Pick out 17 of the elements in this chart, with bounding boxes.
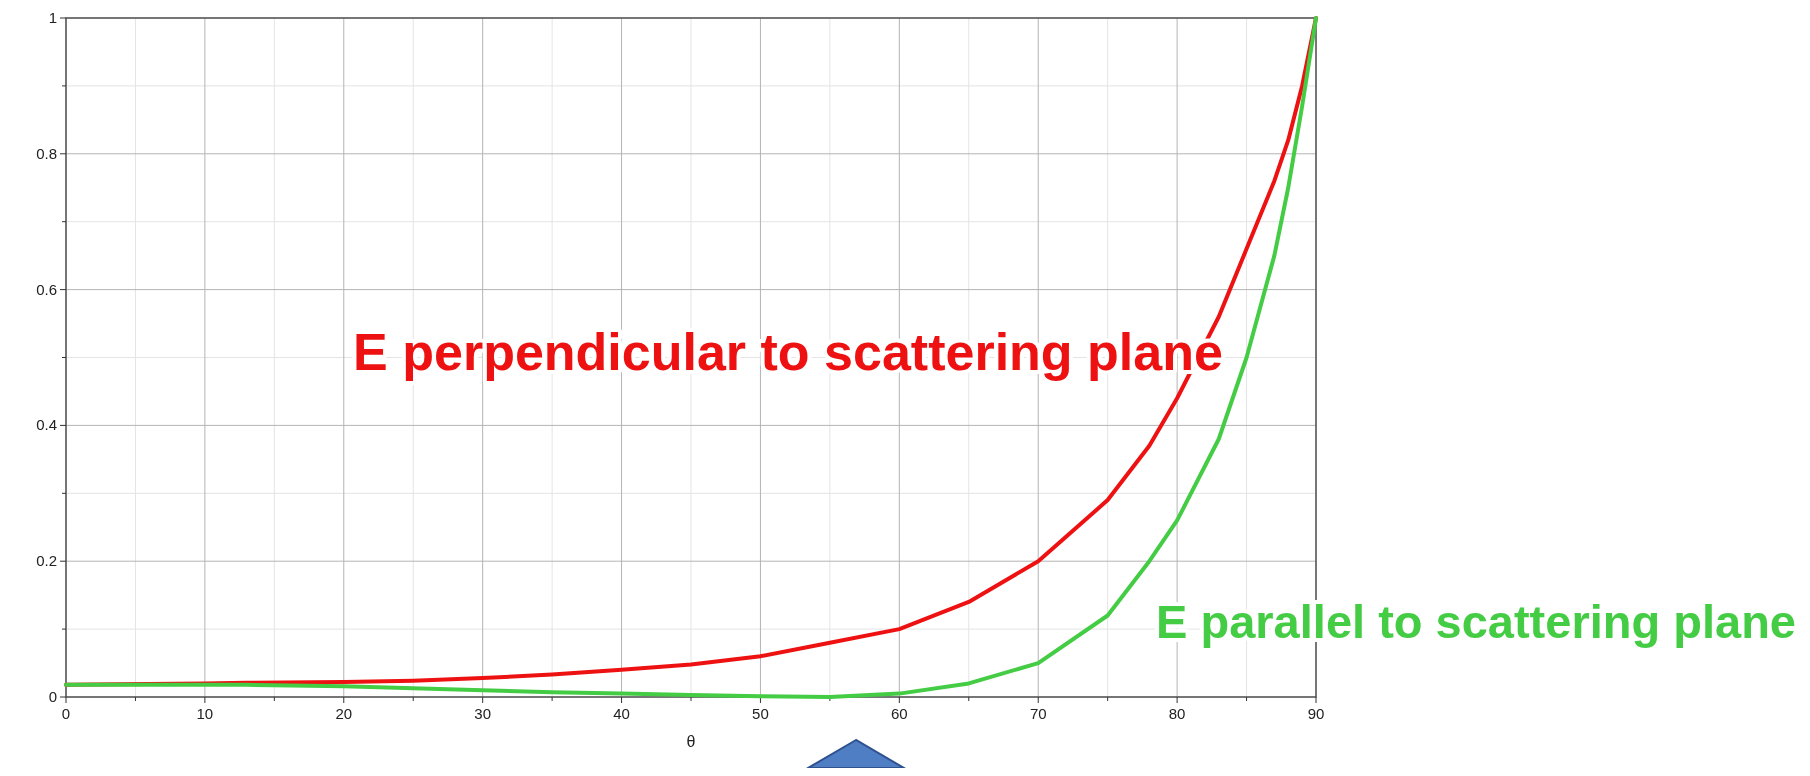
x-tick-label: 70 (1029, 705, 1047, 722)
x-tick-label: 50 (752, 705, 769, 722)
y-tick-label: 0.8 (36, 144, 57, 162)
x-tick-label: 80 (1168, 705, 1186, 722)
x-tick-label: 20 (335, 705, 353, 722)
x-tick-label: 40 (613, 705, 630, 722)
y-tick-label: 0.2 (36, 552, 57, 570)
y-tick-label: 1 (48, 9, 57, 26)
x-tick-label: 10 (196, 705, 214, 722)
y-tick-label: 0 (48, 688, 57, 705)
y-tick-label: 0.6 (36, 280, 57, 298)
x-tick-label: 0 (61, 705, 71, 722)
x-axis-title: θ (686, 733, 696, 750)
x-tick-label: 90 (1307, 705, 1325, 722)
y-tick-label: 0.4 (36, 416, 57, 434)
x-tick-label: 30 (474, 705, 492, 722)
x-tick-label: 60 (890, 705, 908, 722)
